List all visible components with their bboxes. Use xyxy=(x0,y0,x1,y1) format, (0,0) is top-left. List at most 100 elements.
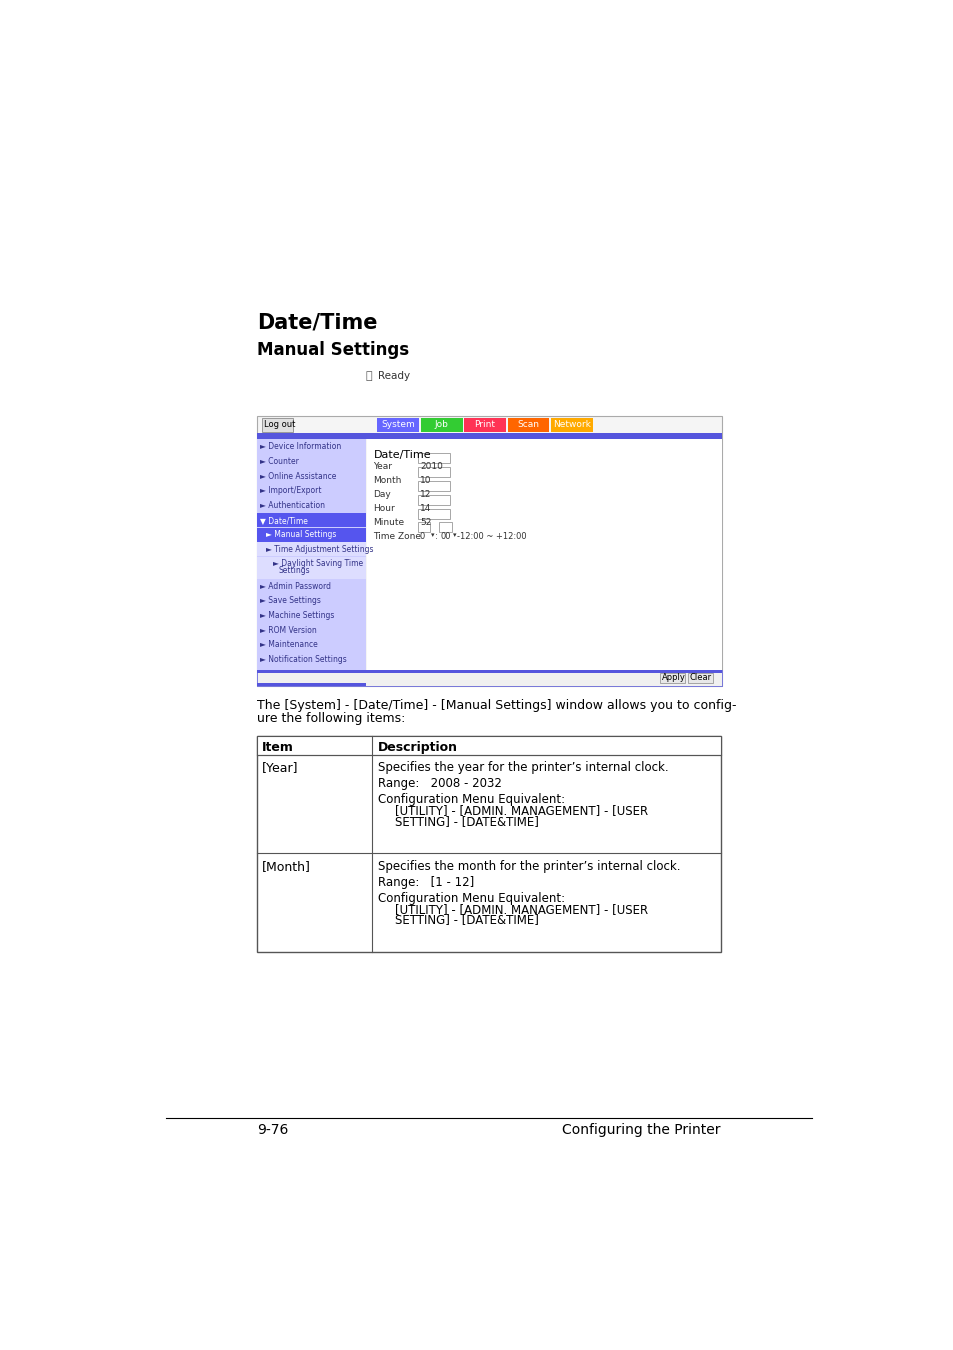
Text: Configuring the Printer: Configuring the Printer xyxy=(561,1123,720,1137)
Bar xyxy=(257,736,720,755)
Bar xyxy=(367,439,721,686)
Bar xyxy=(257,609,365,622)
Text: Hour: Hour xyxy=(373,504,395,513)
Text: The [System] - [Date/Time] - [Manual Settings] window allows you to config-: The [System] - [Date/Time] - [Manual Set… xyxy=(257,699,736,713)
Bar xyxy=(417,494,450,505)
Bar xyxy=(417,454,450,463)
Bar xyxy=(257,470,365,483)
Text: Range:   2008 - 2032: Range: 2008 - 2032 xyxy=(377,778,501,790)
Bar xyxy=(464,418,505,432)
Bar xyxy=(257,439,365,686)
Text: 10: 10 xyxy=(419,477,431,485)
Text: Configuration Menu Equivalent:: Configuration Menu Equivalent: xyxy=(377,892,564,904)
Text: ure the following items:: ure the following items: xyxy=(257,711,405,725)
Text: ► Device Information: ► Device Information xyxy=(260,443,341,451)
Bar xyxy=(257,670,721,672)
Bar xyxy=(417,522,430,532)
Text: Configuration Menu Equivalent:: Configuration Menu Equivalent: xyxy=(377,794,564,806)
Text: Minute: Minute xyxy=(373,518,404,526)
Bar xyxy=(257,652,365,667)
Text: ▼ Date/Time: ▼ Date/Time xyxy=(260,516,308,525)
Text: ► Online Assistance: ► Online Assistance xyxy=(260,471,336,481)
Bar xyxy=(257,558,365,579)
Text: System: System xyxy=(381,420,415,429)
Text: ► Counter: ► Counter xyxy=(260,458,299,466)
Text: [Year]: [Year] xyxy=(261,761,298,774)
Text: Apply: Apply xyxy=(661,674,685,682)
Text: 12: 12 xyxy=(419,490,431,500)
Text: SETTING] - [DATE&TIME]: SETTING] - [DATE&TIME] xyxy=(395,815,538,828)
Text: Date/Time: Date/Time xyxy=(257,312,377,332)
Text: Range:   [1 - 12]: Range: [1 - 12] xyxy=(377,876,474,888)
Text: Clear: Clear xyxy=(689,674,711,682)
Text: Year: Year xyxy=(373,462,392,471)
Bar xyxy=(257,736,720,952)
Text: Date/Time: Date/Time xyxy=(373,450,431,460)
Bar xyxy=(417,467,450,477)
Text: Network: Network xyxy=(553,420,590,429)
Text: Job: Job xyxy=(435,420,448,429)
Bar xyxy=(377,418,418,432)
Bar xyxy=(257,498,365,513)
Text: ► Time Adjustment Settings: ► Time Adjustment Settings xyxy=(266,545,374,554)
Bar xyxy=(261,418,293,432)
Text: -12:00 ~ +12:00: -12:00 ~ +12:00 xyxy=(456,532,526,540)
Text: Specifies the month for the printer’s internal clock.: Specifies the month for the printer’s in… xyxy=(377,860,679,872)
Bar xyxy=(507,418,549,432)
Text: Specifies the year for the printer’s internal clock.: Specifies the year for the printer’s int… xyxy=(377,761,668,774)
Text: 9-76: 9-76 xyxy=(257,1123,288,1137)
Text: ► ROM Version: ► ROM Version xyxy=(260,625,316,634)
Bar xyxy=(257,624,365,637)
Text: ► Authentication: ► Authentication xyxy=(260,501,325,510)
Text: Scan: Scan xyxy=(517,420,538,429)
Text: ▾: ▾ xyxy=(431,532,434,537)
Bar xyxy=(687,674,712,683)
Text: 14: 14 xyxy=(419,504,431,513)
Text: ► Save Settings: ► Save Settings xyxy=(260,597,321,605)
Text: ⎙: ⎙ xyxy=(365,371,372,382)
Bar xyxy=(257,637,365,652)
Text: Log out: Log out xyxy=(264,420,295,429)
Text: Print: Print xyxy=(474,420,495,429)
Bar xyxy=(257,433,721,439)
Bar xyxy=(257,483,365,498)
Text: ▾: ▾ xyxy=(453,532,456,537)
Text: ► Notification Settings: ► Notification Settings xyxy=(260,655,347,664)
Text: 00: 00 xyxy=(439,532,450,540)
Text: Month: Month xyxy=(373,477,401,485)
Text: Ready: Ready xyxy=(377,371,410,381)
Text: [Month]: [Month] xyxy=(261,860,311,872)
Bar xyxy=(659,674,684,683)
Bar xyxy=(257,455,365,468)
Text: [UTILITY] - [ADMIN. MANAGEMENT] - [USER: [UTILITY] - [ADMIN. MANAGEMENT] - [USER xyxy=(395,903,648,915)
Bar xyxy=(417,509,450,518)
Text: :: : xyxy=(435,532,437,540)
Text: ► Manual Settings: ► Manual Settings xyxy=(266,531,336,539)
Text: Manual Settings: Manual Settings xyxy=(257,340,409,359)
Bar xyxy=(257,594,365,608)
Bar xyxy=(420,418,462,432)
Bar xyxy=(257,543,365,556)
Text: Description: Description xyxy=(377,741,457,755)
Text: 0: 0 xyxy=(418,532,424,540)
Bar xyxy=(257,513,365,526)
Text: ► Admin Password: ► Admin Password xyxy=(260,582,331,591)
Bar xyxy=(257,670,721,686)
Bar xyxy=(257,528,365,541)
Bar xyxy=(257,683,365,686)
Text: ► Daylight Saving Time: ► Daylight Saving Time xyxy=(273,559,362,568)
Bar xyxy=(257,440,365,454)
Text: ► Maintenance: ► Maintenance xyxy=(260,640,317,649)
Text: Item: Item xyxy=(261,741,294,755)
Bar xyxy=(257,416,721,686)
Bar xyxy=(257,579,365,593)
Text: SETTING] - [DATE&TIME]: SETTING] - [DATE&TIME] xyxy=(395,914,538,926)
Bar xyxy=(417,481,450,491)
Text: Settings: Settings xyxy=(278,566,310,575)
Text: Day: Day xyxy=(373,490,391,500)
Text: 52: 52 xyxy=(419,518,431,526)
Bar xyxy=(438,522,452,532)
Text: ► Import/Export: ► Import/Export xyxy=(260,486,321,495)
Bar xyxy=(550,418,592,432)
Text: ► Machine Settings: ► Machine Settings xyxy=(260,612,335,620)
